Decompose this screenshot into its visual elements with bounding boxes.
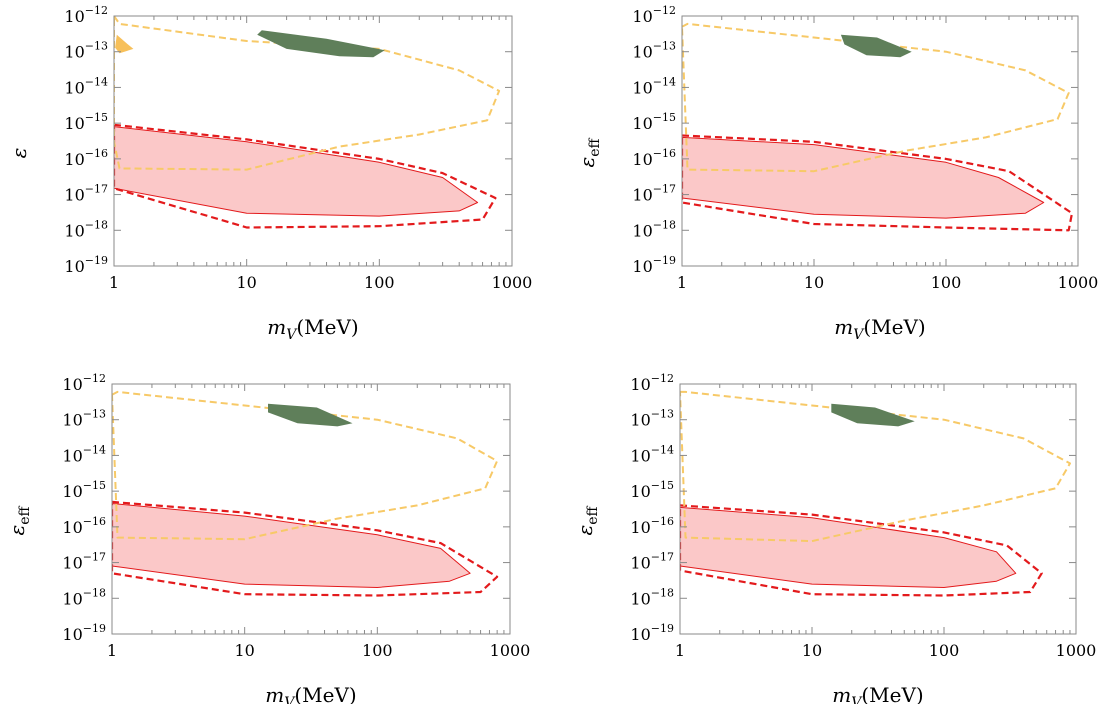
series-filled-red-solid (682, 136, 1045, 219)
y-tick-label: 10−15 (62, 479, 106, 501)
series-red-dashed (112, 500, 499, 597)
y-tick-label: 10−19 (630, 622, 674, 644)
y-tick-label: 10−19 (62, 622, 106, 644)
y-tick-label: 10−14 (632, 75, 676, 97)
series-orange-dashed (682, 22, 1070, 173)
series-orange-fill (115, 34, 134, 54)
y-tick-label: 10−12 (630, 372, 674, 394)
plot-frame (113, 15, 513, 267)
x-axis-label: mV(MeV) (267, 315, 358, 343)
panel-bottom-left: 1 10 100 1000 10−12 10−13 10−14 10−15 10−16 10−17… (5, 372, 530, 704)
y-tick-label: 10−15 (630, 479, 674, 501)
y-tick-label: 10−12 (64, 4, 108, 26)
x-tick-label: 10 (234, 641, 254, 660)
series-green-fill (257, 30, 385, 58)
panel-bottom-right: 1 10 100 1000 10−12 10−13 10−14 10−15 10−16 10−17… (573, 372, 1096, 704)
x-tick-label: 1000 (1056, 641, 1097, 660)
series-green-fill (268, 403, 353, 427)
series-red-dashed (680, 504, 1043, 597)
y-tick-label: 10−13 (64, 40, 108, 62)
series-filled-red-solid (112, 503, 471, 588)
x-tick-label: 1 (107, 641, 117, 660)
series-group (682, 22, 1074, 232)
x-tick-label: 1000 (1058, 273, 1099, 292)
series-green-fill (831, 403, 915, 427)
y-tick-label: 10−16 (62, 515, 106, 537)
y-tick-label: 10−15 (632, 111, 676, 133)
y-tick-label: 10−13 (632, 40, 676, 62)
x-axis-label: mV(MeV) (834, 315, 925, 343)
x-tick-label: 10 (804, 273, 824, 292)
x-tick-label: 1000 (490, 641, 531, 660)
y-tick-label: 10−14 (64, 75, 108, 97)
x-tick-label: 10 (802, 641, 822, 660)
x-tick-label: 100 (931, 273, 962, 292)
y-tick-label: 10−13 (62, 408, 106, 430)
plot-frame (681, 15, 1079, 267)
y-axis-label: εeff (573, 505, 601, 535)
series-group (112, 390, 499, 597)
x-tick-label: 100 (362, 641, 393, 660)
y-tick-label: 10−17 (62, 551, 106, 573)
y-axis-label: εeff (5, 505, 33, 535)
y-axis-label: ε (7, 148, 31, 159)
series-orange-dashed (112, 390, 499, 541)
series-group (680, 390, 1071, 597)
y-tick-label: 10−17 (632, 183, 676, 205)
y-tick-label: 10−14 (630, 443, 674, 465)
y-axis-label: εeff (575, 137, 603, 167)
series-group (114, 16, 501, 229)
y-tick-label: 10−17 (630, 551, 674, 573)
y-tick-label: 10−13 (630, 408, 674, 430)
x-axis-label: mV(MeV) (832, 683, 923, 704)
y-tick-label: 10−12 (632, 4, 676, 26)
x-tick-label: 1 (109, 273, 119, 292)
x-tick-label: 1 (677, 273, 687, 292)
x-tick-label: 1000 (492, 273, 533, 292)
y-tick-label: 10−18 (632, 218, 676, 240)
series-orange-dashed (114, 16, 501, 171)
y-tick-label: 10−18 (62, 586, 106, 608)
plot-frame (111, 383, 511, 635)
series-filled-red-solid (114, 126, 479, 217)
x-tick-label: 100 (364, 273, 395, 292)
x-tick-label: 100 (929, 641, 960, 660)
y-tick-label: 10−12 (62, 372, 106, 394)
series-green-fill (840, 34, 912, 58)
y-tick-label: 10−16 (64, 147, 108, 169)
y-tick-label: 10−14 (62, 443, 106, 465)
panel-top-left: 1 10 100 1000 10−12 10−13 10−14 10−15 10−16 10−17… (7, 4, 532, 343)
y-tick-label: 10−16 (630, 515, 674, 537)
y-tick-label: 10−15 (64, 111, 108, 133)
series-red-dashed (682, 134, 1074, 232)
panel-top-right: 1 10 100 1000 10−12 10−13 10−14 10−15 10−16 10−17… (575, 4, 1098, 343)
x-axis-label: mV(MeV) (265, 683, 356, 704)
series-red-dashed (114, 123, 497, 229)
y-tick-label: 10−19 (632, 254, 676, 276)
y-tick-label: 10−16 (632, 147, 676, 169)
series-orange-dashed (680, 390, 1071, 543)
y-tick-label: 10−19 (64, 254, 108, 276)
y-tick-label: 10−18 (64, 218, 108, 240)
y-tick-label: 10−18 (630, 586, 674, 608)
series-filled-red-solid (680, 506, 1017, 588)
x-tick-label: 1 (675, 641, 685, 660)
plot-frame (679, 383, 1077, 635)
x-tick-label: 10 (236, 273, 256, 292)
y-tick-label: 10−17 (64, 183, 108, 205)
